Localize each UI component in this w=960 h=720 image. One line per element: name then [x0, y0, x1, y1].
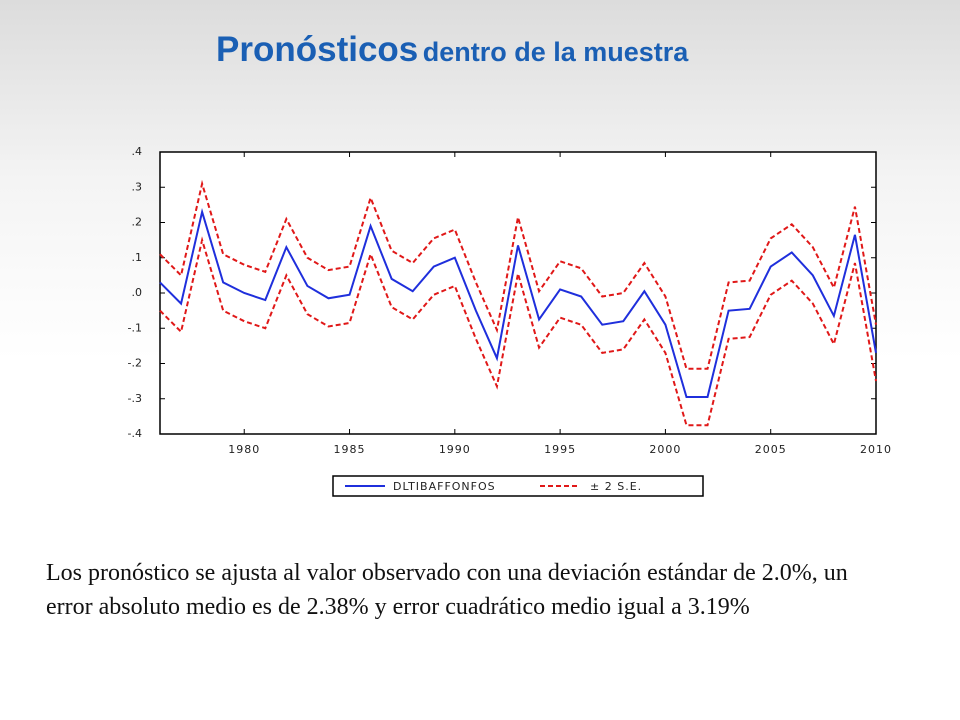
y-tick-label: .3 — [132, 180, 143, 193]
y-tick-label: -.4 — [128, 427, 142, 440]
lower-band-line — [159, 236, 877, 427]
y-tick-label: -.3 — [128, 392, 142, 405]
y-tick-label: .2 — [132, 216, 143, 229]
x-tick-label: 2010 — [860, 443, 892, 456]
y-tick-label: .0 — [132, 286, 143, 299]
y-tick-label: -.2 — [128, 357, 142, 370]
upper-band-line — [159, 179, 877, 370]
slide-title: Pronósticos dentro de la muestra — [216, 30, 688, 70]
x-tick-label: 1985 — [334, 443, 366, 456]
title-main: Pronósticos — [216, 30, 419, 69]
legend-label: DLTIBAFFONFOS — [393, 480, 496, 493]
legend-box — [332, 475, 704, 497]
y-tick-label: .4 — [132, 145, 143, 158]
chart: .4 .3 .2 .1 .0 -.1 -.2 -.3 -.4 1980 1985 1990 1995 20… — [128, 145, 892, 497]
title-rest: dentro de la muestra — [422, 37, 689, 67]
legend-label: ± 2 S.E. — [590, 480, 642, 493]
x-tick-label: 1980 — [228, 443, 260, 456]
x-tick-label: 1990 — [439, 443, 471, 456]
series-line — [159, 208, 877, 398]
caption: Los pronóstico se ajusta al valor observ… — [46, 560, 848, 620]
y-tick-label: .1 — [132, 251, 143, 264]
y-tick-label: -.1 — [128, 321, 142, 334]
x-tick-label: 1995 — [544, 443, 576, 456]
x-tick-label: 2000 — [649, 443, 681, 456]
x-tick-label: 2005 — [755, 443, 787, 456]
